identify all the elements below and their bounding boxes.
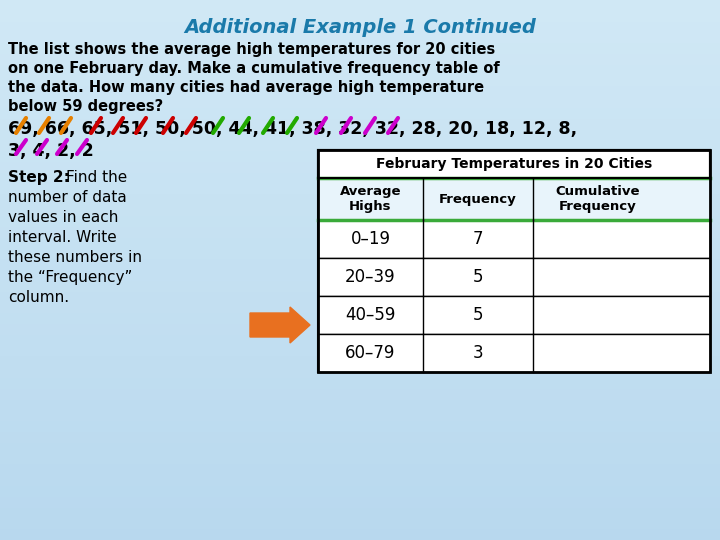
Text: Step 2:: Step 2:: [8, 170, 70, 185]
Text: column.: column.: [8, 290, 69, 305]
Polygon shape: [250, 307, 310, 343]
Text: Frequency: Frequency: [439, 192, 517, 206]
Bar: [0, 97, 720, 108]
Text: Cumulative
Frequency: Cumulative Frequency: [556, 185, 640, 213]
Text: number of data: number of data: [8, 190, 127, 205]
Text: the data. How many cities had average high temperature: the data. How many cities had average hi…: [8, 80, 484, 95]
Bar: [318, 258, 710, 296]
Bar: [0, 32, 720, 43]
Bar: [0, 475, 720, 486]
Text: 3: 3: [473, 344, 483, 362]
Bar: [0, 421, 720, 432]
Bar: [0, 227, 720, 238]
Bar: [0, 292, 720, 302]
Text: 3, 4, 2, 2: 3, 4, 2, 2: [8, 142, 94, 160]
Bar: [0, 22, 720, 32]
Text: The list shows the average high temperatures for 20 cities: The list shows the average high temperat…: [8, 42, 495, 57]
Bar: [0, 140, 720, 151]
Text: February Temperatures in 20 Cities: February Temperatures in 20 Cities: [376, 157, 652, 171]
Bar: [318, 150, 710, 372]
Bar: [0, 205, 720, 216]
Text: 5: 5: [473, 268, 483, 286]
Bar: [0, 324, 720, 335]
Bar: [0, 108, 720, 119]
Text: 69, 66, 65, 51, 50, 50, 44, 41, 38, 32, 32, 28, 20, 18, 12, 8,: 69, 66, 65, 51, 50, 50, 44, 41, 38, 32, …: [8, 120, 577, 138]
Bar: [318, 150, 710, 178]
Bar: [0, 162, 720, 173]
Text: these numbers in: these numbers in: [8, 250, 142, 265]
Bar: [0, 313, 720, 324]
Text: Additional Example 1 Continued: Additional Example 1 Continued: [184, 18, 536, 37]
Bar: [0, 432, 720, 443]
Bar: [318, 220, 710, 258]
Bar: [0, 130, 720, 140]
Bar: [0, 346, 720, 356]
Bar: [0, 454, 720, 464]
Bar: [0, 259, 720, 270]
Bar: [0, 281, 720, 292]
Text: Find the: Find the: [66, 170, 127, 185]
Bar: [0, 486, 720, 497]
Text: 60–79: 60–79: [346, 344, 396, 362]
Bar: [0, 389, 720, 400]
Bar: [318, 150, 710, 372]
Bar: [0, 119, 720, 130]
Bar: [0, 65, 720, 76]
Bar: [0, 248, 720, 259]
Bar: [0, 302, 720, 313]
Text: 20–39: 20–39: [345, 268, 396, 286]
Bar: [0, 356, 720, 367]
Bar: [318, 296, 710, 334]
Bar: [0, 367, 720, 378]
Bar: [0, 54, 720, 65]
Bar: [0, 400, 720, 410]
Bar: [0, 76, 720, 86]
Bar: [318, 178, 710, 220]
Text: 5: 5: [473, 306, 483, 324]
Text: the “Frequency”: the “Frequency”: [8, 270, 132, 285]
Text: on one February day. Make a cumulative frequency table of: on one February day. Make a cumulative f…: [8, 61, 500, 76]
Text: 0–19: 0–19: [351, 230, 390, 248]
Text: Average
Highs: Average Highs: [340, 185, 401, 213]
Bar: [0, 497, 720, 508]
Text: 40–59: 40–59: [346, 306, 396, 324]
Bar: [0, 43, 720, 54]
Bar: [0, 194, 720, 205]
Bar: [0, 335, 720, 346]
Text: below 59 degrees?: below 59 degrees?: [8, 99, 163, 114]
Bar: [0, 216, 720, 227]
Bar: [0, 508, 720, 518]
Bar: [0, 443, 720, 454]
Bar: [0, 238, 720, 248]
Bar: [0, 86, 720, 97]
Bar: [0, 173, 720, 184]
Bar: [0, 270, 720, 281]
Text: 7: 7: [473, 230, 483, 248]
Text: interval. Write: interval. Write: [8, 230, 117, 245]
Text: values in each: values in each: [8, 210, 118, 225]
Bar: [0, 529, 720, 540]
Bar: [0, 518, 720, 529]
Bar: [0, 378, 720, 389]
Bar: [0, 151, 720, 162]
Bar: [0, 184, 720, 194]
Bar: [0, 0, 720, 11]
Bar: [0, 11, 720, 22]
Bar: [0, 464, 720, 475]
Bar: [0, 410, 720, 421]
Bar: [318, 334, 710, 372]
